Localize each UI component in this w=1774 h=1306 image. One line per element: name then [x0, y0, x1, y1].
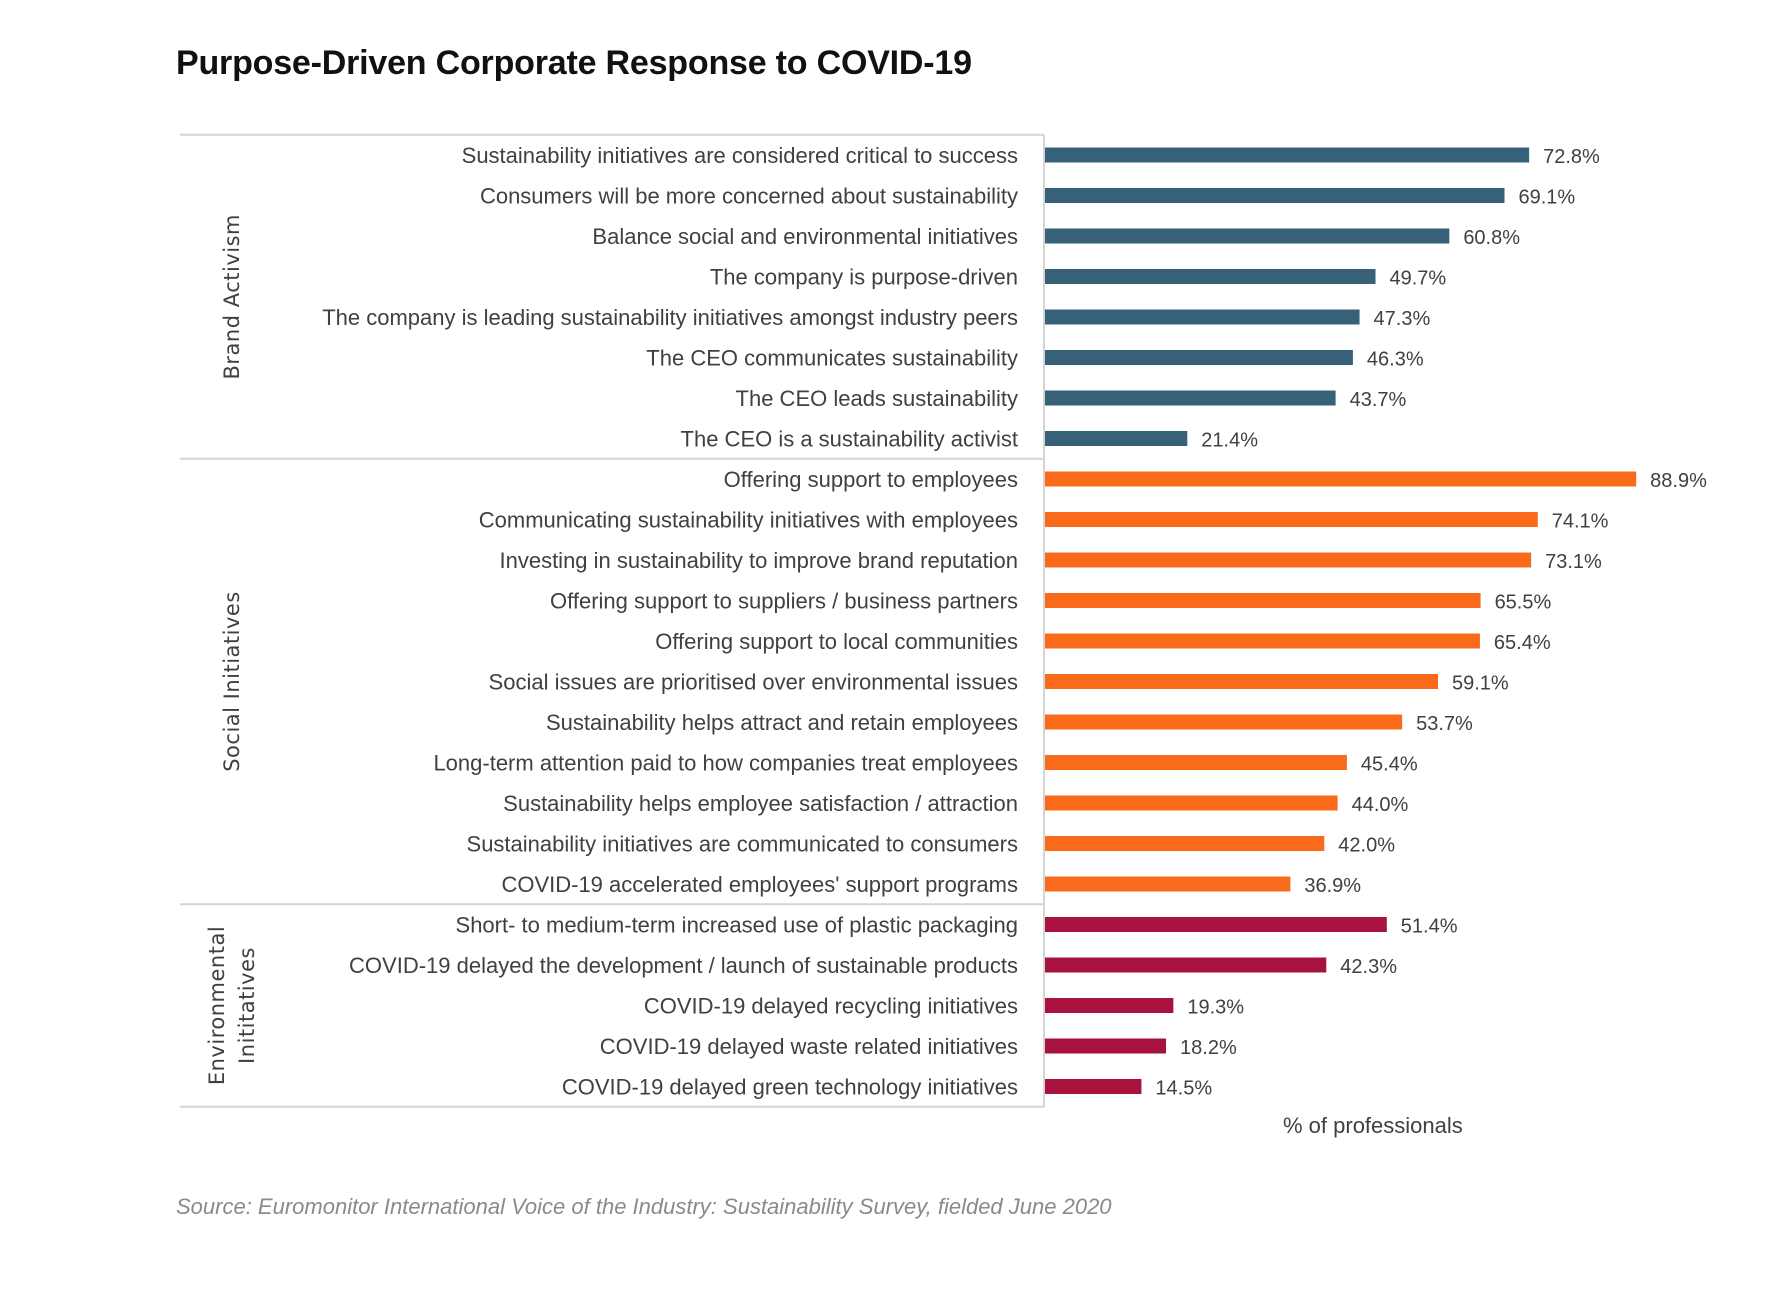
bar	[1045, 755, 1347, 770]
value-label: 49.7%	[1390, 268, 1447, 290]
bar	[1045, 957, 1327, 973]
category-label: The company is purpose-driven	[710, 265, 1018, 290]
value-label: 45.4%	[1361, 754, 1418, 776]
category-label: COVID-19 delayed the development / launc…	[349, 953, 1018, 978]
category-label: Sustainability helps employee satisfacti…	[503, 791, 1018, 816]
bar	[1045, 309, 1360, 325]
bar	[1045, 633, 1480, 649]
bar	[1045, 1038, 1167, 1054]
value-label: 43.7%	[1350, 389, 1407, 411]
group-label-text: Inititatives	[235, 947, 259, 1064]
bar	[1045, 836, 1325, 851]
value-label: 21.4%	[1201, 430, 1258, 452]
category-label: Communicating sustainability initiatives…	[479, 508, 1018, 533]
category-label: Offering support to local communities	[655, 629, 1018, 654]
category-table-frame	[180, 133, 1045, 1108]
category-label: Sustainability initiatives are communica…	[467, 832, 1018, 857]
value-label: 14.5%	[1155, 1078, 1212, 1100]
category-label: The CEO leads sustainability	[736, 386, 1018, 411]
source-note: Source: Euromonitor International Voice …	[176, 1194, 1112, 1219]
category-label: Sustainability helps attract and retain …	[546, 710, 1018, 735]
value-label: 69.1%	[1519, 187, 1576, 209]
bar	[1045, 917, 1387, 932]
value-label: 46.3%	[1367, 349, 1424, 371]
value-label: 60.8%	[1463, 227, 1520, 249]
category-label: Balance social and environmental initiat…	[592, 224, 1018, 249]
bar	[1045, 876, 1291, 892]
category-label: Sustainability initiatives are considere…	[462, 143, 1018, 168]
bar	[1045, 795, 1338, 811]
value-label: 53.7%	[1416, 713, 1473, 735]
group-label-text: Brand Activism	[220, 214, 244, 380]
bar	[1045, 188, 1505, 203]
bar	[1045, 674, 1439, 689]
bar	[1045, 147, 1530, 163]
value-label: 36.9%	[1304, 875, 1361, 897]
group-label-text: Social Initiatives	[220, 591, 244, 772]
category-label: Short- to medium-term increased use of p…	[456, 913, 1018, 938]
category-label: Offering support to employees	[724, 467, 1018, 492]
bar	[1045, 390, 1336, 406]
x-axis-label: % of professionals	[1283, 1113, 1463, 1138]
value-labels: 72.8% 69.1% 60.8% 49.7% 47.3% 46.3% 43.7% 21.4%…	[1155, 146, 1707, 1100]
value-label: 19.3%	[1187, 997, 1244, 1019]
bar	[1045, 552, 1532, 568]
value-label: 42.3%	[1340, 956, 1397, 978]
value-label: 51.4%	[1401, 916, 1458, 938]
bar	[1045, 431, 1188, 446]
category-label: The company is leading sustainability in…	[322, 305, 1018, 330]
bar	[1045, 512, 1538, 527]
category-label: COVID-19 delayed waste related initiativ…	[600, 1034, 1018, 1059]
category-label: COVID-19 delayed recycling initiatives	[644, 994, 1018, 1019]
bar	[1045, 998, 1174, 1013]
category-label: Long-term attention paid to how companie…	[433, 751, 1018, 776]
value-label: 73.1%	[1545, 551, 1602, 573]
bar	[1045, 593, 1481, 608]
category-label: COVID-19 accelerated employees' support …	[501, 872, 1018, 897]
category-label: Investing in sustainability to improve b…	[499, 548, 1018, 573]
value-label: 59.1%	[1452, 673, 1509, 695]
category-label: Consumers will be more concerned about s…	[480, 184, 1018, 209]
value-label: 88.9%	[1650, 470, 1707, 492]
bar	[1045, 1079, 1142, 1094]
group-label: Environmental Inititatives	[205, 926, 259, 1085]
bar	[1045, 471, 1637, 487]
value-label: 18.2%	[1180, 1037, 1237, 1059]
category-label: The CEO communicates sustainability	[646, 346, 1018, 371]
value-label: 72.8%	[1543, 146, 1600, 168]
category-label: Offering support to suppliers / business…	[550, 589, 1018, 614]
bar	[1045, 350, 1353, 365]
value-label: 42.0%	[1338, 835, 1395, 857]
bars	[1045, 147, 1637, 1094]
value-label: 65.5%	[1495, 592, 1552, 614]
category-labels: Sustainability initiatives are considere…	[322, 143, 1018, 1100]
group-label: Brand Activism	[220, 214, 244, 380]
chart-title: Purpose-Driven Corporate Response to COV…	[176, 44, 972, 82]
group-label-text: Environmental	[205, 926, 229, 1085]
category-label: COVID-19 delayed green technology initia…	[562, 1075, 1018, 1100]
bar	[1045, 228, 1450, 244]
value-label: 65.4%	[1494, 632, 1551, 654]
category-label: Social issues are prioritised over envir…	[489, 670, 1018, 695]
bar	[1045, 714, 1403, 730]
category-label: The CEO is a sustainability activist	[681, 427, 1018, 452]
value-label: 74.1%	[1552, 511, 1609, 533]
group-label: Social Initiatives	[220, 591, 244, 772]
value-label: 44.0%	[1352, 794, 1409, 816]
bar	[1045, 269, 1376, 284]
value-label: 47.3%	[1374, 308, 1431, 330]
group-labels: Brand Activism Social Initiatives Environm…	[205, 214, 259, 1085]
